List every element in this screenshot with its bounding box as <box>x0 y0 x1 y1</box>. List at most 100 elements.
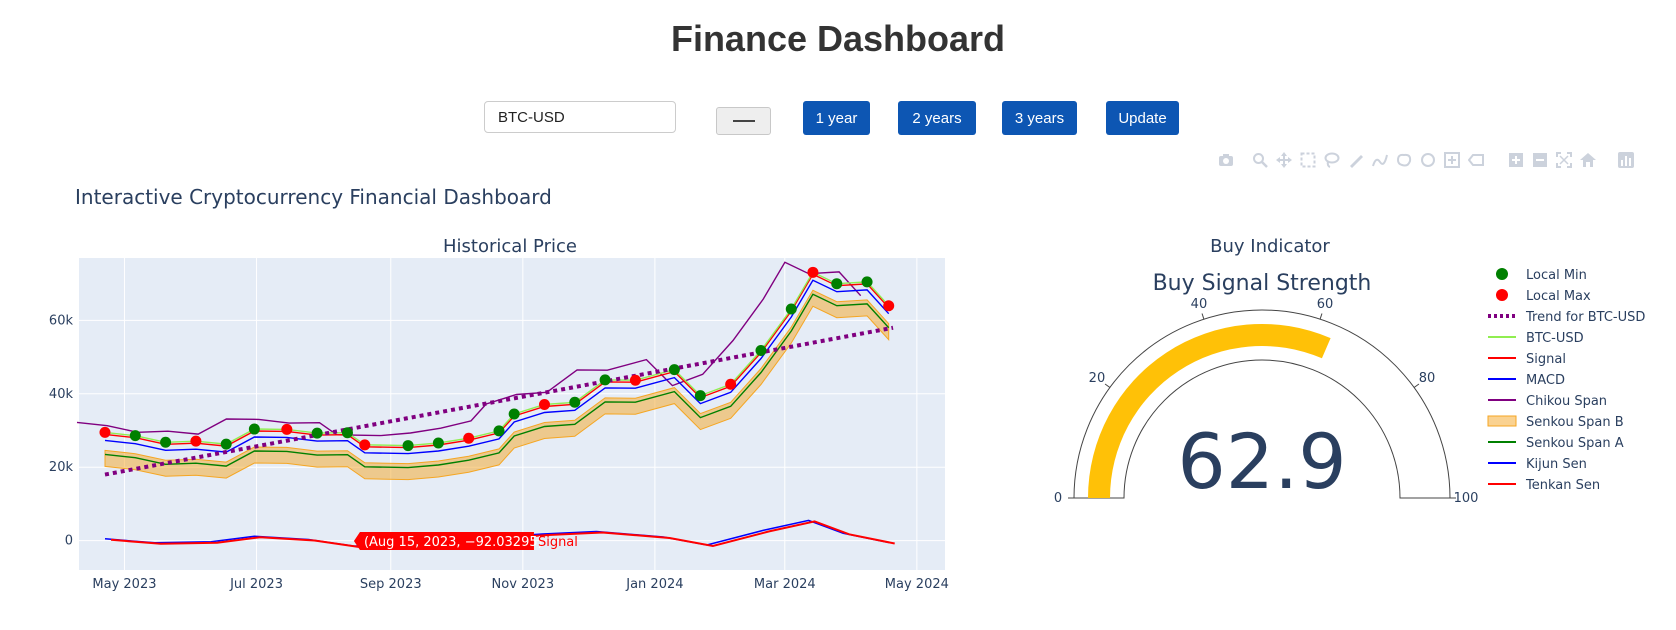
autoscale-icon[interactable] <box>1556 152 1572 168</box>
x-tick-label: May 2024 <box>885 577 949 592</box>
local-min-marker <box>755 344 767 356</box>
local-min-marker <box>785 303 797 315</box>
page-title: Finance Dashboard <box>670 18 1006 59</box>
local-min-marker <box>668 364 680 376</box>
chikou-span-line <box>76 261 862 437</box>
legend-label: BTC-USD <box>1526 331 1584 346</box>
local-min-marker <box>311 427 323 439</box>
x-tick-label: Jul 2023 <box>229 577 283 592</box>
local-min-marker <box>432 437 444 449</box>
signal-line <box>110 520 895 549</box>
x-tick-label: May 2023 <box>92 577 156 592</box>
draw-closed-freeform-icon[interactable] <box>1396 152 1412 168</box>
zoom-out-icon[interactable] <box>1532 152 1548 168</box>
trend-line <box>104 325 894 477</box>
y-tick-label: 40k <box>49 387 74 402</box>
erase-shape-icon[interactable] <box>1468 152 1484 168</box>
plot-area <box>79 258 945 570</box>
zoom-in-icon[interactable] <box>1508 152 1524 168</box>
gauge-tick-label: 60 <box>1317 297 1334 312</box>
local-min-marker <box>129 430 141 442</box>
local-max-marker <box>463 432 475 444</box>
gauge: 0 20 40 60 80 100 Buy Signal Strength 62.9 <box>1054 271 1479 506</box>
senkou-span-b-area <box>104 289 890 481</box>
legend-label: Senkou Span B <box>1526 415 1624 430</box>
legend-marker <box>1496 268 1508 280</box>
local-min-marker <box>402 440 414 452</box>
gauge-value: 62.9 <box>1177 417 1346 506</box>
local-min-marker <box>831 278 843 290</box>
legend-swatch <box>1487 415 1517 427</box>
local-min-marker <box>220 438 232 450</box>
legend-label: MACD <box>1526 373 1565 388</box>
x-tick-label: Sep 2023 <box>360 577 422 592</box>
legend-label: Local Min <box>1526 268 1587 283</box>
x-tick-label: Mar 2024 <box>754 577 816 592</box>
btc-usd-line <box>104 271 890 447</box>
draw-line-icon[interactable] <box>1348 152 1364 168</box>
draw-rect-icon[interactable] <box>1444 152 1460 168</box>
camera-icon[interactable] <box>1218 152 1234 168</box>
gauge-tick-label: 20 <box>1089 371 1106 386</box>
gauge-tick <box>1413 383 1420 388</box>
x-axis-ticks: May 2023 Jul 2023 Sep 2023 Nov 2023 Jan 2024… <box>92 577 948 592</box>
local-min-marker <box>694 390 706 402</box>
y-tick-label: 20k <box>49 460 74 475</box>
local-min-marker <box>160 436 172 448</box>
gauge-track <box>1073 309 1451 499</box>
legend-label: Senkou Span A <box>1526 436 1624 451</box>
draw-circle-icon[interactable] <box>1420 152 1436 168</box>
draw-freeform-icon[interactable] <box>1372 152 1388 168</box>
local-max-marker <box>359 439 371 451</box>
lasso-select-icon[interactable] <box>1324 152 1340 168</box>
local-min-marker <box>493 425 505 437</box>
gauge-tick-label: 100 <box>1454 491 1479 506</box>
gauge-title: Buy Signal Strength <box>1153 271 1372 296</box>
local-max-marker <box>807 266 819 278</box>
local-min-marker <box>569 396 581 408</box>
legend-label: Signal <box>1526 352 1566 367</box>
gauge-bar <box>1088 324 1331 498</box>
gauge-tick <box>1319 313 1323 320</box>
dash-icon <box>732 120 755 122</box>
hover-series-label: Signal <box>538 535 578 550</box>
local-max-marker <box>725 378 737 390</box>
kijun-sen-line <box>104 279 890 455</box>
plot-lines <box>76 261 895 549</box>
gauge-tick <box>1201 313 1205 320</box>
zoom-icon[interactable] <box>1252 152 1268 168</box>
controls-bar: 1 year 2 years 3 years Update <box>0 100 1676 136</box>
legend: Local Min Local Max Trend for BTC-USD BTC-U… <box>1487 268 1645 493</box>
legend-label: Trend for BTC-USD <box>1525 310 1645 325</box>
local-max-marker <box>281 423 293 435</box>
one-year-button[interactable]: 1 year <box>803 101 870 135</box>
reset-axes-icon[interactable] <box>1580 152 1596 168</box>
local-min-marker <box>341 427 353 439</box>
gauge-tick-label: 0 <box>1054 491 1062 506</box>
local-max-marker <box>99 426 111 438</box>
buy-indicator-title: Buy Indicator <box>1210 236 1330 257</box>
ticker-input[interactable] <box>484 101 676 133</box>
hover-text: (Aug 15, 2023, −92.03295) <box>364 535 543 550</box>
hover-box <box>353 531 534 550</box>
gauge-tick-label: 40 <box>1191 297 1208 312</box>
update-button[interactable]: Update <box>1106 101 1179 135</box>
y-axis-ticks: 0 20k 40k 60k <box>49 313 74 548</box>
three-years-button[interactable]: 3 years <box>1002 101 1077 135</box>
clear-button[interactable] <box>716 107 771 135</box>
macd-line <box>104 519 889 547</box>
pan-icon[interactable] <box>1276 152 1292 168</box>
local-max-marker <box>629 374 641 386</box>
y-tick-label: 0 <box>65 534 73 549</box>
historical-price-title: Historical Price <box>443 236 577 257</box>
x-tick-label: Nov 2023 <box>492 577 555 592</box>
gauge-tick-label: 80 <box>1419 371 1436 386</box>
plotly-logo-icon[interactable] <box>1618 152 1634 168</box>
local-max-marker <box>883 300 895 312</box>
box-select-icon[interactable] <box>1300 152 1316 168</box>
local-min-marker <box>861 276 873 288</box>
two-years-button[interactable]: 2 years <box>898 101 976 135</box>
tenkan-sen-line <box>104 273 890 449</box>
y-tick-label: 60k <box>49 313 74 328</box>
